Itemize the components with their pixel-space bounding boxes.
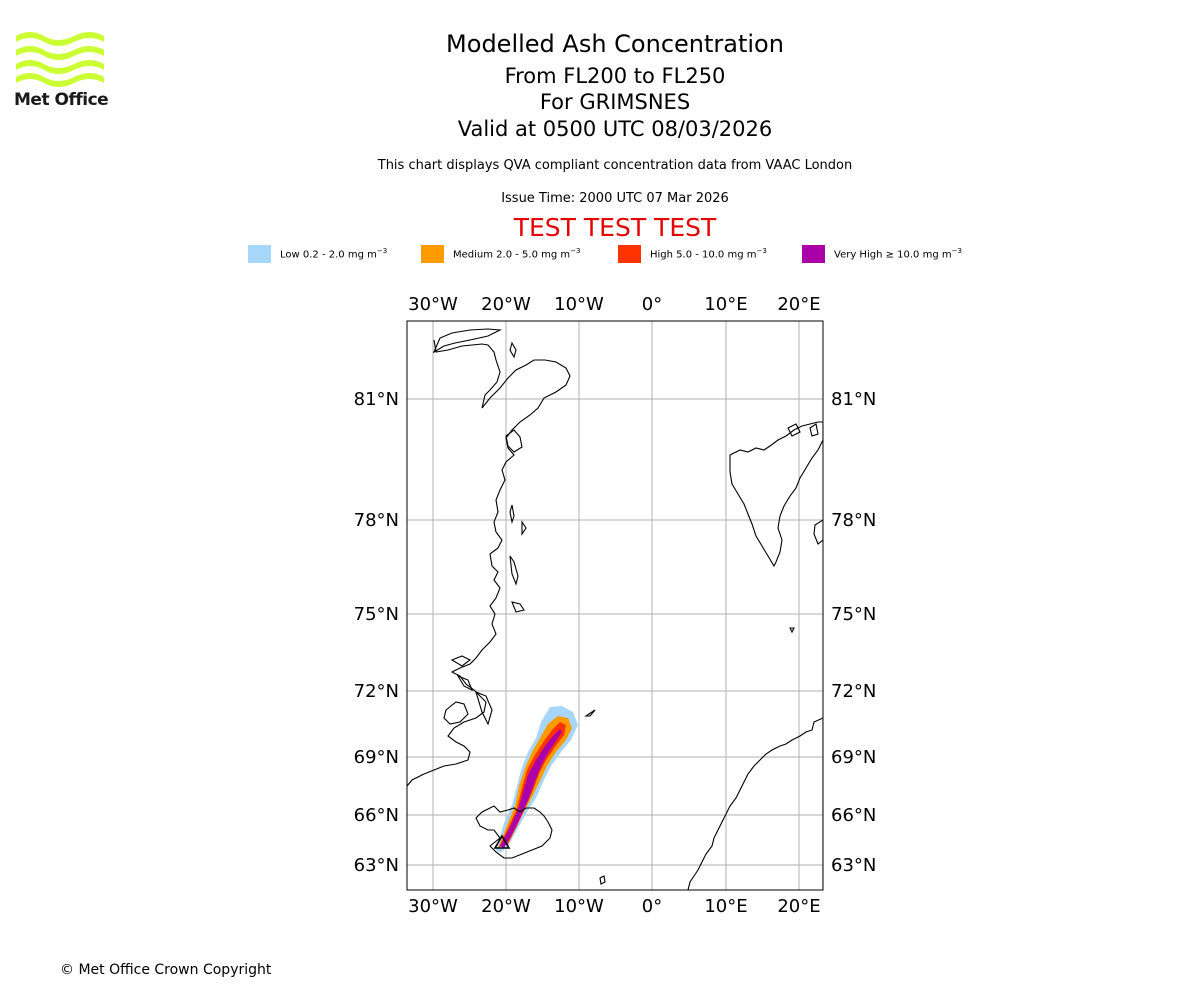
issue-time: Issue Time: 2000 UTC 07 Mar 2026 [501, 191, 729, 206]
lat-label-right-1: 81°N [831, 389, 876, 410]
test-banner: TEST TEST TEST [513, 213, 717, 242]
chart-description: This chart displays QVA compliant concen… [377, 158, 853, 173]
lon-label-bottom-6: 20°E [777, 896, 820, 917]
lat-label-right-3: 75°N [831, 604, 876, 625]
lat-label-right-4: 72°N [831, 681, 876, 702]
lon-label-bottom-3: 10°W [554, 896, 604, 917]
island-6 [511, 601, 525, 613]
lat-label-left-3: 75°N [354, 604, 399, 625]
valid-time-subtitle: Valid at 0500 UTC 08/03/2026 [457, 117, 773, 141]
lat-label-right-2: 78°N [831, 510, 876, 531]
lon-label-bottom-5: 10°E [704, 896, 747, 917]
svalbard-island-3 [813, 519, 823, 545]
legend-label-medium: Medium 2.0 - 5.0 mg m [453, 249, 571, 261]
lon-label-top-5: 10°E [704, 294, 747, 315]
lat-label-left-4: 72°N [354, 681, 399, 702]
svalbard-island-1 [787, 423, 801, 437]
lat-label-right-7: 63°N [831, 855, 876, 876]
svalbard-island-2 [809, 423, 819, 437]
lon-label-bottom-1: 30°W [408, 896, 458, 917]
lon-label-top-3: 10°W [554, 294, 604, 315]
lat-label-right-6: 66°N [831, 805, 876, 826]
lat-label-left-5: 69°N [354, 747, 399, 768]
legend-item-medium: Medium 2.0 - 5.0 mg m−3 [421, 244, 580, 264]
jan-mayen [584, 709, 596, 717]
greenland-north-coast [432, 328, 503, 354]
iceland-coast [475, 805, 553, 859]
copyright-notice: © Met Office Crown Copyright [60, 962, 272, 978]
lon-label-top-2: 20°W [481, 294, 531, 315]
legend-swatch-high [618, 245, 641, 263]
lon-label-top-4: 0° [642, 294, 662, 315]
lat-labels-left: 81°N 78°N 75°N 72°N 69°N 66°N 63°N [354, 389, 399, 876]
legend-swatch-very-high [802, 245, 825, 263]
lat-label-right-5: 69°N [831, 747, 876, 768]
legend-unit-exponent: −3 [756, 247, 767, 256]
legend-label-low: Low 0.2 - 2.0 mg m [280, 249, 377, 261]
lon-labels-bottom: 30°W 20°W 10°W 0° 10°E 20°E [408, 896, 820, 917]
scandinavia-coast [687, 717, 823, 890]
legend-item-high: High 5.0 - 10.0 mg m−3 [618, 244, 767, 264]
coastlines [407, 328, 823, 890]
legend: Low 0.2 - 2.0 mg m−3 Medium 2.0 - 5.0 mg… [0, 244, 1200, 264]
island-8 [456, 674, 474, 692]
faroe-islands [599, 875, 606, 885]
legend-swatch-low [248, 245, 271, 263]
volcano-subtitle: For GRIMSNES [539, 90, 691, 114]
lat-label-left-2: 78°N [354, 510, 399, 531]
ash-plume-very-high [500, 729, 562, 848]
lon-labels-top: 30°W 20°W 10°W 0° 10°E 20°E [408, 294, 820, 315]
lat-label-left-6: 66°N [354, 805, 399, 826]
island-3 [509, 504, 515, 525]
island-2 [505, 429, 523, 453]
map-frame [406, 320, 824, 891]
graticule [407, 321, 823, 890]
volcano-triangle-icon [493, 834, 511, 849]
island-1 [509, 341, 517, 359]
met-office-wave-icon [16, 32, 104, 87]
legend-swatch-medium [421, 245, 444, 263]
lon-label-top-1: 30°W [408, 294, 458, 315]
svalbard-coast [729, 421, 823, 568]
lat-label-left-7: 63°N [354, 855, 399, 876]
lat-labels-right: 81°N 78°N 75°N 72°N 69°N 66°N 63°N [831, 389, 876, 876]
legend-label-high: High 5.0 - 10.0 mg m [650, 249, 757, 261]
met-office-logo: Met Office [14, 30, 109, 112]
island-9 [475, 691, 493, 726]
legend-label-very-high: Very High ≥ 10.0 mg m [834, 249, 952, 261]
greenland-coast [407, 339, 571, 787]
ash-plume [496, 706, 578, 853]
island-7 [450, 655, 472, 667]
island-4 [521, 520, 527, 536]
chart-title: Modelled Ash Concentration [446, 30, 784, 58]
lon-label-bottom-4: 0° [642, 896, 662, 917]
lat-label-left-1: 81°N [354, 389, 399, 410]
legend-item-very-high: Very High ≥ 10.0 mg m−3 [802, 244, 962, 264]
flight-level-subtitle: From FL200 to FL250 [504, 64, 726, 88]
bear-island [789, 627, 795, 634]
legend-item-low: Low 0.2 - 2.0 mg m−3 [248, 244, 387, 264]
legend-unit-exponent: −3 [376, 247, 388, 256]
legend-unit-exponent: −3 [951, 247, 962, 256]
lon-label-top-6: 20°E [777, 294, 820, 315]
island-10 [443, 701, 469, 725]
island-5 [509, 555, 519, 586]
lon-label-bottom-2: 20°W [481, 896, 531, 917]
legend-unit-exponent: −3 [570, 247, 581, 256]
logo-text: Met Office [14, 90, 109, 110]
